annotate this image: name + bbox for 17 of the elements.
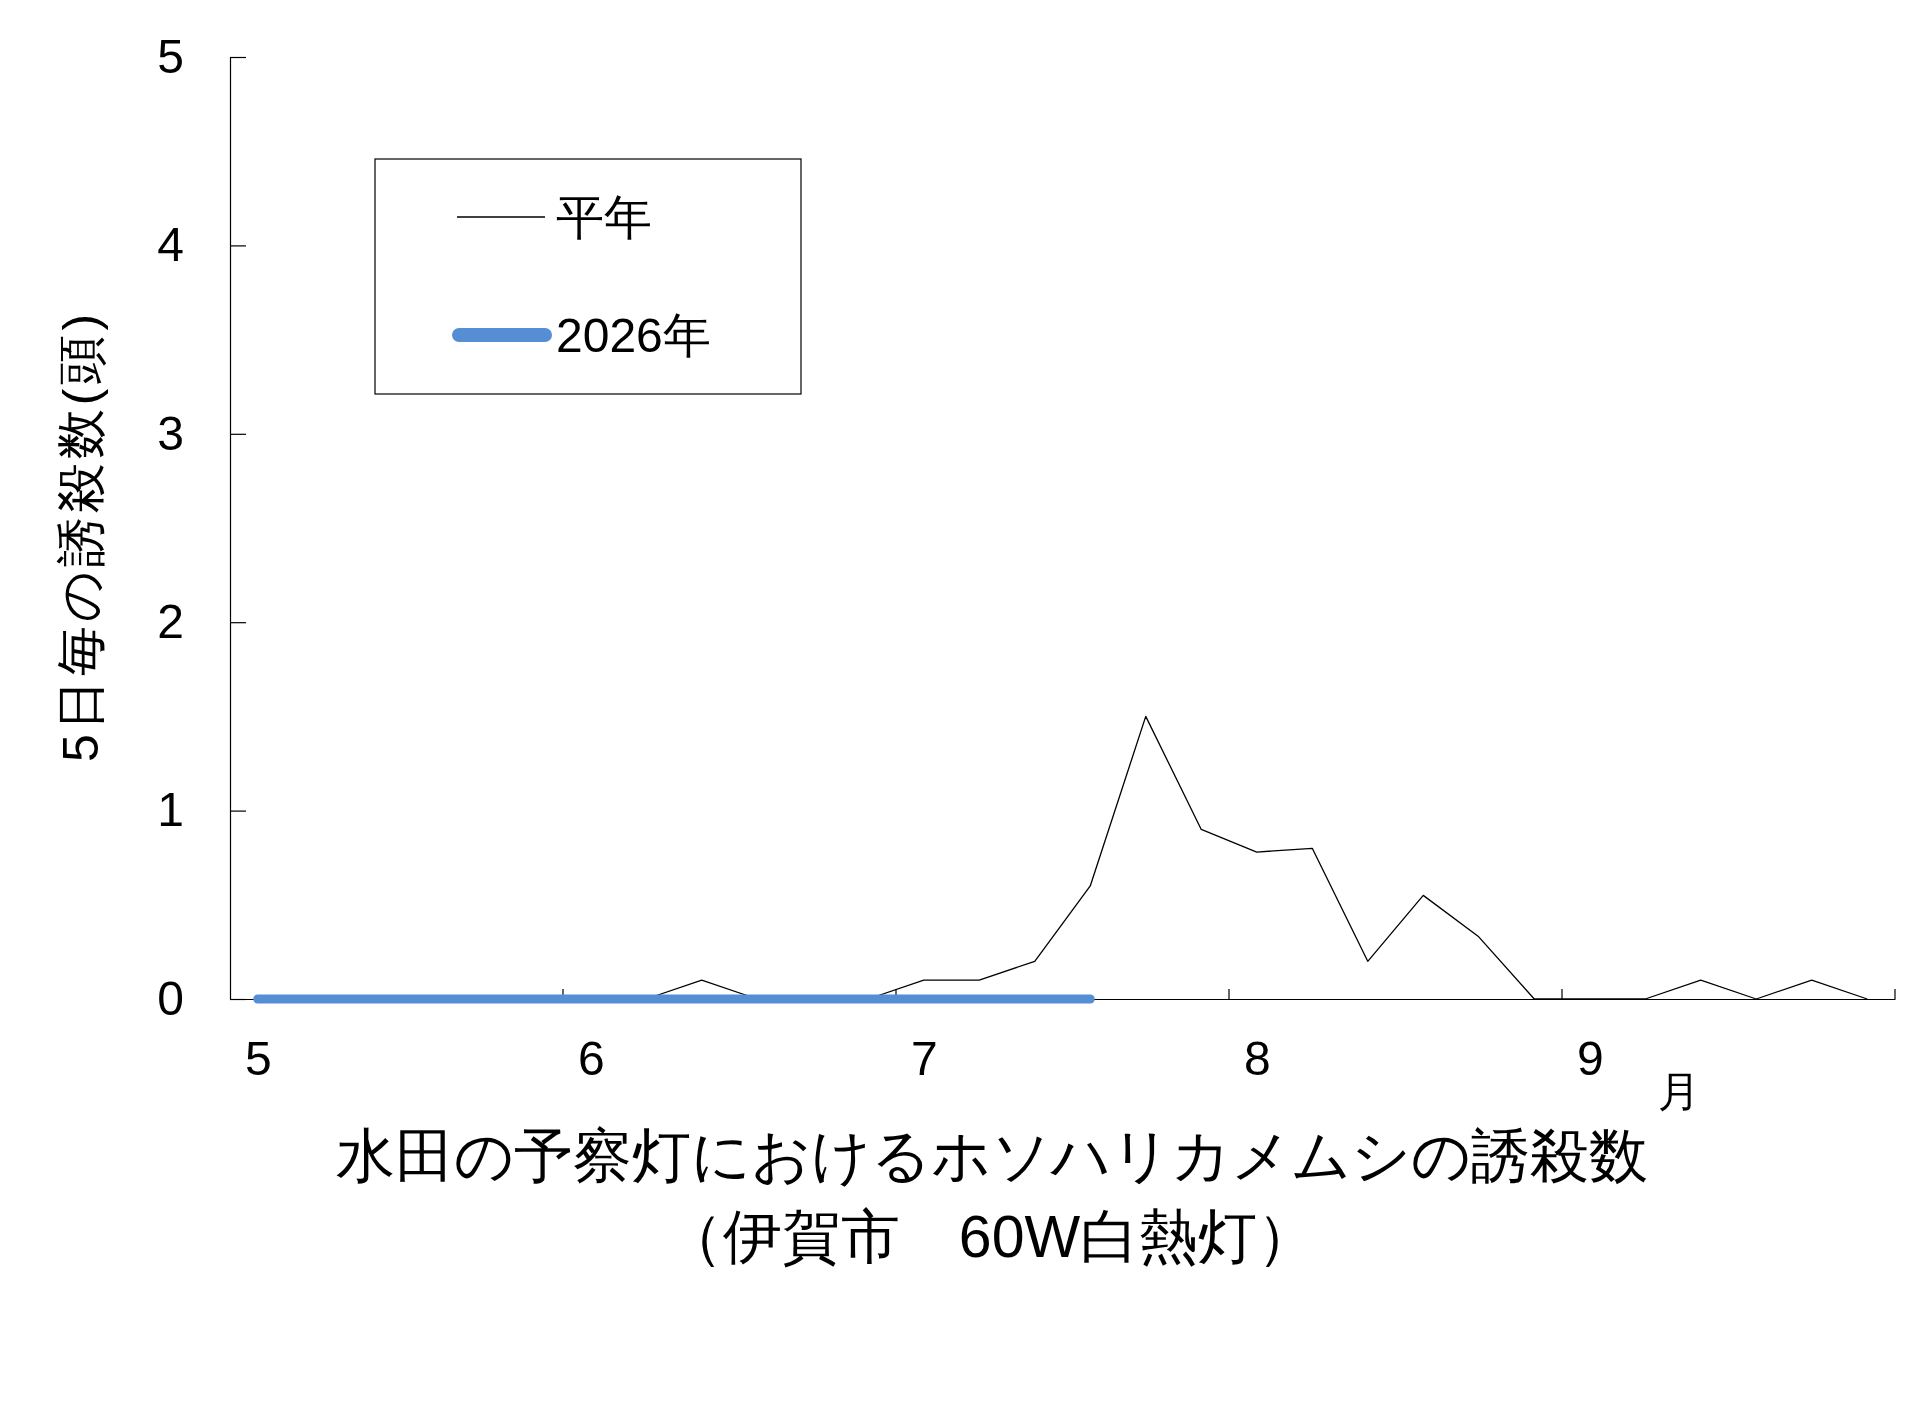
x-axis-title: 月 (1658, 1068, 1700, 1115)
y-tick-label: 1 (157, 783, 184, 837)
y-tick-label: 0 (157, 971, 184, 1025)
x-tick-label: 9 (1576, 1032, 1604, 1086)
legend-label: 平年 (556, 191, 652, 244)
text: （伊賀市 60W白熱灯） (663, 1204, 1317, 1270)
legend-label: 2026年 (556, 309, 711, 362)
y-tick-label: 5 (157, 29, 184, 83)
x-tick-label: 8 (1243, 1032, 1271, 1086)
x-tick-label: 6 (577, 1032, 605, 1086)
y-tick-label: 4 (157, 218, 184, 272)
text: 水田の予察灯におけるホソハリカメムシの誘殺数 (336, 1123, 1648, 1189)
x-tick-label: 5 (244, 1032, 272, 1086)
y-tick-label: 2 (157, 595, 184, 649)
x-tick-label: 7 (910, 1032, 938, 1086)
y-tick-label: 3 (157, 406, 184, 460)
y-axis-title: 5日毎の誘殺数(頭) (53, 309, 109, 763)
